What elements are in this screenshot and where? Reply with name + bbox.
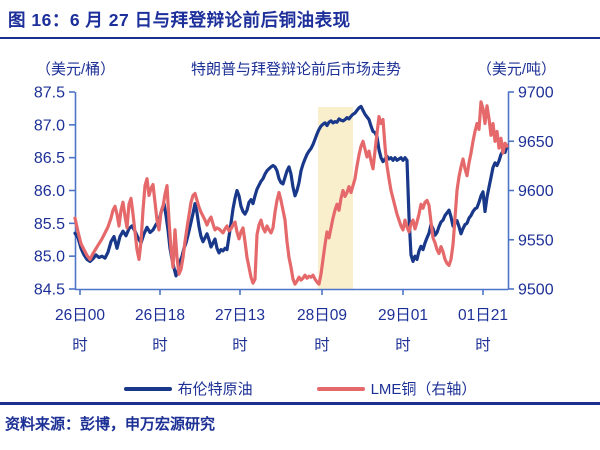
y-axis-left-tick-label: 84.5 (34, 282, 65, 299)
x-axis-tick-label: 27日13 (215, 307, 265, 324)
y-axis-right-tick-label: 9550 (518, 232, 554, 249)
figure-title: 图 16：6 月 27 日与拜登辩论前后铜油表现 (8, 10, 351, 30)
y-axis-left-tick-label: 87.0 (34, 117, 65, 134)
x-axis-tick-label: 26日00 (55, 307, 105, 324)
y-axis-left-tick-label: 87.5 (34, 85, 65, 102)
x-axis-tick-label: 26日18 (135, 307, 185, 324)
x-axis-tick-label: 01日21 (458, 307, 508, 324)
chart-header: （美元/桶） 特朗普与拜登辩论前后市场走势 （美元/吨） (36, 58, 556, 79)
y-axis-right-tick-label: 9650 (518, 134, 554, 151)
legend-item-copper: LME铜（右轴） (316, 378, 477, 399)
brent-line-swatch (123, 386, 172, 391)
y-axis-left-tick-label: 85.5 (34, 216, 65, 233)
x-axis-tick-label: 时 (475, 336, 491, 354)
brent-legend-label: 布伦特原油 (177, 381, 253, 398)
x-axis-tick-label: 时 (72, 336, 88, 354)
copper-line (73, 100, 509, 286)
copper-legend-label: LME铜（右轴） (370, 381, 477, 398)
y-axis-left-tick-label: 85.0 (34, 249, 65, 266)
left-axis-unit-label: （美元/桶） (36, 61, 116, 78)
y-axis-left-tick-label: 86.5 (34, 150, 65, 167)
chart-area: 87.5 87.0 86.5 86.0 85.5 85.0 84.5 9700 9650 9600… (0, 85, 600, 375)
x-axis-tick-label: 时 (395, 336, 411, 354)
title-divider (0, 37, 600, 39)
chart-title: 特朗普与拜登辩论前后市场走势 (190, 61, 401, 78)
x-axis-tick-label: 时 (314, 336, 330, 354)
y-axis-left-tick-label: 86.0 (34, 183, 65, 200)
chart-svg: 87.5 87.0 86.5 86.0 85.5 85.0 84.5 9700 9650 9600… (34, 85, 554, 355)
y-axis-right-tick-label: 9700 (518, 85, 554, 102)
y-axis-right-tick-label: 9600 (518, 183, 554, 200)
figure-bottom-divider (0, 402, 600, 405)
legend: 布伦特原油 LME铜（右轴） (0, 378, 600, 399)
x-axis-tick-label: 时 (152, 336, 168, 354)
x-axis-tick-label: 29日01 (378, 307, 428, 324)
y-axis-right-tick-label: 9500 (518, 282, 554, 299)
right-axis-unit-label: （美元/吨） (476, 61, 556, 78)
legend-item-brent: 布伦特原油 (123, 378, 253, 399)
copper-line-swatch (316, 386, 365, 391)
x-axis-tick-label: 时 (232, 336, 248, 354)
source-note: 资料来源：彭博，申万宏源研究 (5, 416, 216, 433)
x-axis-tick-label: 28日09 (297, 307, 347, 324)
